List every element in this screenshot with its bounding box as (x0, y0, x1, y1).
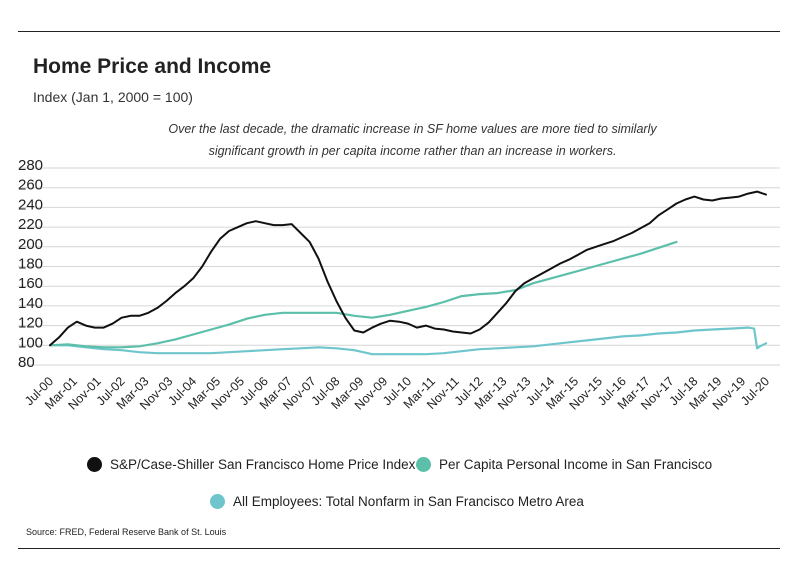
legend-item-employees: All Employees: Total Nonfarm in San Fran… (210, 494, 584, 509)
y-tick-label: 260 (18, 177, 43, 194)
annotation-line-1: Over the last decade, the dramatic incre… (168, 122, 657, 136)
y-tick-label: 120 (18, 315, 43, 332)
x-axis: Jul-00Mar-01Nov-01Jul-02Mar-03Nov-03Jul-… (22, 374, 772, 412)
source-note: Source: FRED, Federal Reserve Bank of St… (26, 527, 227, 537)
y-tick-label: 220 (18, 216, 43, 233)
y-tick-label: 280 (18, 157, 43, 174)
legend-item-income: Per Capita Personal Income in San Franci… (416, 457, 712, 472)
employees-line (48, 326, 768, 356)
annotation-line-2: significant growth in per capita income … (208, 144, 617, 158)
legend-marker-home-price (87, 457, 102, 472)
y-tick-label: 200 (18, 236, 43, 253)
y-tick-label: 140 (18, 295, 43, 312)
legend-marker-employees (210, 494, 225, 509)
top-rule (18, 31, 780, 32)
y-tick-label: 180 (18, 256, 43, 273)
y-tick-label: 100 (18, 334, 43, 351)
gridlines (18, 167, 780, 366)
y-tick-label: 80 (18, 354, 35, 371)
legend-item-home-price: S&P/Case-Shiller San Francisco Home Pric… (87, 457, 415, 472)
y-axis: 80 100 120 140 160 180 200 220 240 260 280 (18, 157, 43, 371)
chart-subtitle: Index (Jan 1, 2000 = 100) (33, 89, 193, 105)
home-price-line (49, 190, 767, 347)
legend-marker-income (416, 457, 431, 472)
legend-label-employees: All Employees: Total Nonfarm in San Fran… (233, 494, 584, 509)
chart-title: Home Price and Income (33, 55, 272, 78)
y-tick-label: 160 (18, 275, 43, 292)
legend-label-income: Per Capita Personal Income in San Franci… (439, 457, 713, 472)
series-lines (48, 190, 768, 356)
legend-label-home-price: S&P/Case-Shiller San Francisco Home Pric… (110, 457, 416, 472)
y-tick-label: 240 (18, 196, 43, 213)
income-line (48, 240, 678, 349)
bottom-rule (18, 548, 780, 549)
